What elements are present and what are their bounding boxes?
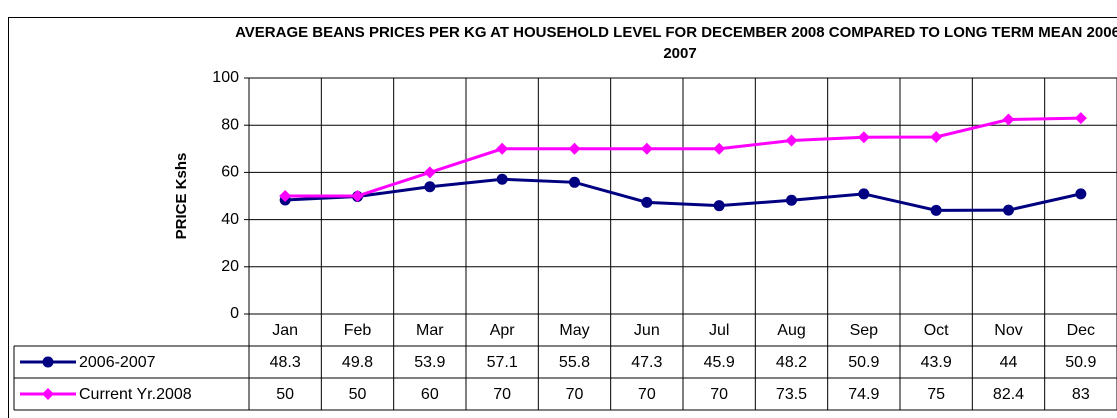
- x-tick-label: Sep: [850, 322, 879, 339]
- point: [351, 190, 364, 202]
- table-value: 43.9: [921, 354, 952, 371]
- table-value: 47.3: [631, 354, 662, 371]
- x-tick-label: Dec: [1067, 322, 1095, 339]
- point: [423, 166, 436, 179]
- x-tick-label: Nov: [994, 322, 1022, 339]
- x-tick-label: Aug: [777, 322, 805, 339]
- point: [568, 142, 581, 155]
- table-value: 70: [638, 386, 656, 403]
- y-tick-label: 80: [221, 116, 239, 133]
- table-value: 50: [276, 386, 294, 403]
- x-tick-label: Apr: [490, 322, 516, 339]
- y-tick-label: 100: [212, 69, 239, 86]
- point: [786, 194, 797, 206]
- table-value: 70: [493, 386, 511, 403]
- point: [640, 142, 653, 155]
- point: [569, 176, 580, 188]
- table-value: 45.9: [704, 354, 735, 371]
- table-value: 50: [349, 386, 367, 403]
- y-tick-label: 40: [221, 211, 239, 228]
- x-tick-label: Oct: [924, 322, 949, 339]
- table-value: 48.3: [270, 354, 301, 371]
- table-value: 82.4: [993, 386, 1024, 403]
- legend-label: 2006-2007: [79, 354, 156, 371]
- y-tick-label: 20: [221, 258, 239, 275]
- point: [1074, 112, 1087, 125]
- y-tick-label: 60: [221, 164, 239, 181]
- point: [713, 142, 726, 155]
- point: [496, 173, 508, 185]
- point: [713, 200, 725, 212]
- table-value: 83: [1072, 386, 1090, 403]
- point: [1002, 113, 1015, 126]
- table-value: 49.8: [342, 354, 373, 371]
- table-value: 73.5: [776, 386, 807, 403]
- table-value: 60: [421, 386, 439, 403]
- table-value: 74.9: [848, 386, 879, 403]
- x-tick-label: Jul: [709, 322, 729, 339]
- table-value: 75: [927, 386, 945, 403]
- x-tick-label: Jan: [272, 322, 298, 339]
- point: [424, 181, 436, 193]
- x-tick-label: Feb: [344, 322, 372, 339]
- point: [785, 134, 798, 147]
- table-value: 70: [566, 386, 584, 403]
- table-value: 55.8: [559, 354, 590, 371]
- point: [1075, 188, 1087, 200]
- y-tick-label: 0: [230, 305, 239, 322]
- table-value: 57.1: [487, 354, 518, 371]
- point: [641, 196, 653, 208]
- table-value: 44: [1000, 354, 1018, 371]
- table-value: 53.9: [414, 354, 445, 371]
- table-value: 48.2: [776, 354, 807, 371]
- y-axis-title: PRICE Kshs: [173, 153, 190, 240]
- x-tick-label: May: [559, 322, 589, 339]
- legend-label: Current Yr.2008: [79, 386, 192, 403]
- point: [930, 131, 943, 143]
- x-tick-label: Mar: [416, 322, 444, 339]
- point: [496, 142, 509, 155]
- point: [930, 204, 942, 216]
- series-line: [285, 116, 1081, 198]
- legend-key-marker: [42, 356, 54, 368]
- table-value: 50.9: [1065, 354, 1096, 371]
- series-line: [285, 177, 1082, 212]
- legend-key-marker: [42, 388, 54, 400]
- table-value: 50.9: [848, 354, 879, 371]
- point: [858, 188, 870, 200]
- point: [279, 190, 292, 202]
- table-value: 70: [710, 386, 728, 403]
- chart-title: AVERAGE BEANS PRICES PER KG AT HOUSEHOLD…: [235, 24, 1117, 62]
- x-tick-label: Jun: [634, 322, 660, 339]
- point: [857, 131, 870, 144]
- point: [1003, 204, 1014, 216]
